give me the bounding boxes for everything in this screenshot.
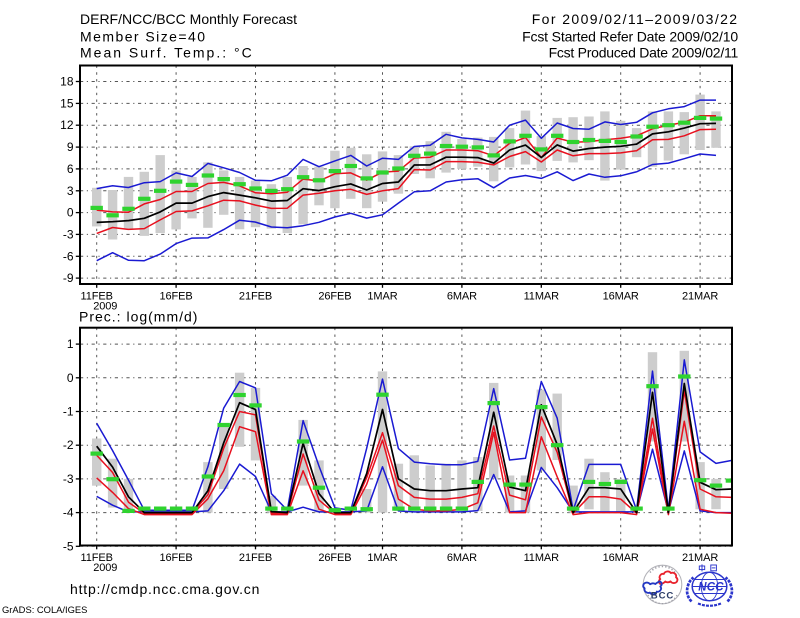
svg-text:1: 1 <box>67 337 74 351</box>
svg-text:6: 6 <box>67 162 74 176</box>
svg-text:DERF/NCC/BCC Monthly Forecast: DERF/NCC/BCC Monthly Forecast <box>80 11 297 27</box>
svg-text:Prec.: log(mm/d): Prec.: log(mm/d) <box>79 309 198 325</box>
svg-text:11FEB: 11FEB <box>81 291 113 303</box>
svg-text:0: 0 <box>67 371 74 385</box>
svg-text:21MAR: 21MAR <box>682 291 718 303</box>
svg-text:-1: -1 <box>63 405 74 419</box>
svg-text:16MAR: 16MAR <box>603 552 639 564</box>
svg-text:Member Size=40: Member Size=40 <box>80 28 207 44</box>
svg-text:11MAR: 11MAR <box>524 291 560 303</box>
svg-text:1MAR: 1MAR <box>367 552 397 564</box>
svg-text:18: 18 <box>60 75 74 89</box>
svg-text:1MAR: 1MAR <box>367 291 397 303</box>
svg-text:http://cmdp.ncc.cma.gov.cn: http://cmdp.ncc.cma.gov.cn <box>70 581 260 597</box>
svg-text:Mean Surf. Temp.: °C: Mean Surf. Temp.: °C <box>80 44 254 60</box>
svg-text:26FEB: 26FEB <box>318 552 351 564</box>
svg-text:16FEB: 16FEB <box>160 552 193 564</box>
svg-text:-3: -3 <box>63 472 74 486</box>
svg-text:2009: 2009 <box>93 300 117 312</box>
svg-text:BCC: BCC <box>651 591 675 602</box>
svg-text:9: 9 <box>67 140 74 154</box>
svg-text:21FEB: 21FEB <box>239 291 272 303</box>
svg-text:-5: -5 <box>63 539 74 553</box>
svg-text:16MAR: 16MAR <box>603 291 639 303</box>
svg-text:11MAR: 11MAR <box>524 552 560 564</box>
svg-text:Fcst Produced Date 2009/02/11: Fcst Produced Date 2009/02/11 <box>549 44 739 60</box>
svg-text:6MAR: 6MAR <box>447 552 477 564</box>
svg-text:-2: -2 <box>63 438 74 452</box>
svg-text:26FEB: 26FEB <box>318 291 351 303</box>
svg-text:21MAR: 21MAR <box>682 552 718 564</box>
svg-text:0: 0 <box>67 206 74 220</box>
svg-text:3: 3 <box>67 184 74 198</box>
svg-text:2009: 2009 <box>93 562 117 574</box>
svg-text:Fcst Started Refer Date 2009/0: Fcst Started Refer Date 2009/02/10 <box>522 28 738 44</box>
svg-text:15: 15 <box>60 96 74 110</box>
svg-text:GrADS: COLA/IGES: GrADS: COLA/IGES <box>2 604 87 615</box>
svg-text:-6: -6 <box>63 249 74 263</box>
svg-text:16FEB: 16FEB <box>160 291 193 303</box>
svg-text:11FEB: 11FEB <box>81 552 113 564</box>
svg-text:For 2009/02/11–2009/03/22: For 2009/02/11–2009/03/22 <box>532 11 739 27</box>
svg-text:-4: -4 <box>63 506 74 520</box>
svg-text:12: 12 <box>60 118 74 132</box>
svg-text:-9: -9 <box>63 271 74 285</box>
svg-text:NCC: NCC <box>698 582 724 594</box>
svg-text:21FEB: 21FEB <box>239 552 272 564</box>
svg-text:-3: -3 <box>63 227 74 241</box>
svg-text:6MAR: 6MAR <box>447 291 477 303</box>
